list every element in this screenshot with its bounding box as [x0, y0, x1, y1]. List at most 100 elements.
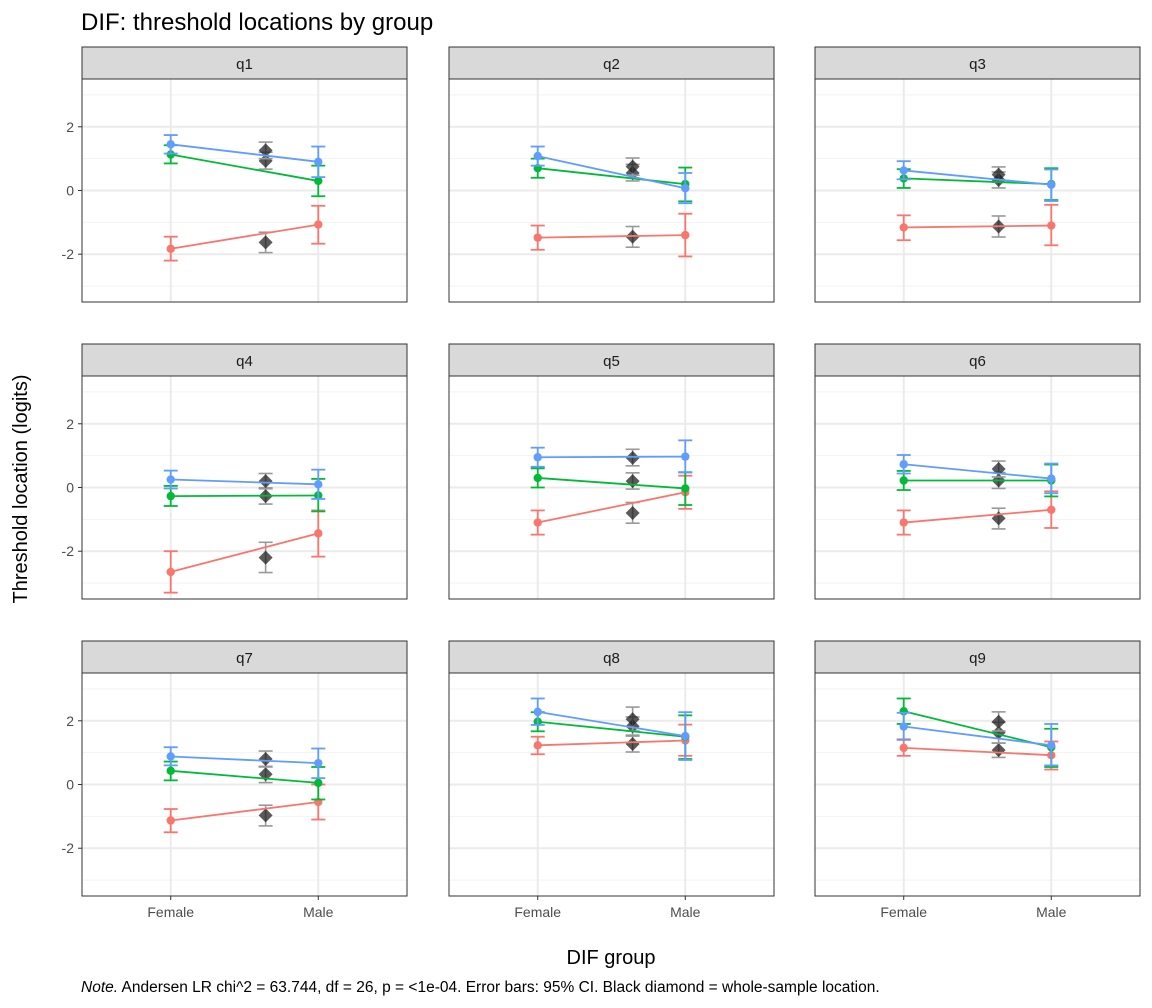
series-line [903, 224, 1052, 229]
facet-panel-q3: q3 [814, 46, 1141, 303]
series-line [170, 755, 319, 765]
overall-diamond [258, 143, 273, 158]
facet-panels: q1 2 0 -2 q2 q3 q4 2 0 -2 q5 q6 q7 2 0 -2 Female Male q8 Fe… [62, 46, 1141, 920]
overall-diamond [625, 712, 640, 727]
series-line [537, 710, 686, 737]
facet-strip-label: q8 [603, 650, 620, 667]
series-group [530, 212, 693, 258]
data-point [166, 816, 175, 825]
data-point [533, 473, 542, 483]
facet-strip-label: q7 [236, 650, 253, 667]
facet-strip [814, 640, 1141, 674]
data-point [1047, 221, 1056, 230]
series-line [903, 508, 1052, 524]
series-line [537, 720, 686, 738]
data-point [681, 184, 690, 193]
series-group [896, 160, 1059, 202]
data-point [166, 567, 175, 577]
series-line [537, 455, 686, 459]
series-line [170, 223, 319, 250]
overall-diamond [258, 153, 273, 168]
data-point [166, 475, 175, 484]
data-point [166, 752, 175, 761]
facet-strip-label: q4 [236, 353, 253, 370]
y-tick-label: -2 [62, 840, 75, 856]
facet-strip-label: q1 [236, 56, 253, 73]
data-point [681, 230, 690, 240]
series-group [896, 490, 1059, 536]
data-point [314, 758, 323, 768]
series-line [903, 463, 1052, 480]
gridlines [82, 79, 407, 302]
panel-border [448, 672, 775, 897]
gridlines [449, 673, 774, 896]
series-line [903, 746, 1052, 757]
facet-panel-q9: q9 Female Male [814, 640, 1141, 920]
series-line [170, 494, 319, 498]
series-group [896, 711, 1059, 767]
overall-diamond-group [258, 472, 273, 490]
overall-diamond [258, 474, 273, 489]
facet-panel-q8: q8 Female Male [448, 640, 775, 920]
series-group [530, 145, 693, 205]
overall-diamond [625, 505, 640, 520]
y-axis-title: Threshold location (logits) [10, 375, 32, 604]
data-point [166, 491, 175, 501]
facet-panel-q2: q2 [448, 46, 775, 303]
series-line [903, 725, 1052, 747]
overall-diamond [625, 450, 640, 465]
overall-diamond-group [258, 750, 273, 768]
series-group [163, 509, 326, 594]
chart-title: DIF: threshold locations by group [81, 9, 433, 36]
series-group [163, 746, 326, 780]
data-point [533, 741, 542, 750]
facet-strip-label: q2 [603, 56, 620, 73]
series-line [537, 739, 686, 747]
facet-strip [448, 343, 775, 377]
overall-diamond-group [625, 501, 640, 524]
gridlines [449, 79, 774, 302]
data-point [681, 731, 690, 741]
y-tick-label: -2 [62, 246, 75, 262]
x-tick-label: Female [147, 904, 194, 920]
x-tick-label: Male [670, 904, 701, 920]
facet-panel-q1: q1 2 0 -2 [62, 46, 408, 303]
data-point [314, 480, 323, 489]
series-line [170, 478, 319, 486]
series-line [170, 153, 319, 182]
x-tick-label: Female [880, 904, 927, 920]
data-point [166, 150, 175, 159]
facet-panel-q7: q7 2 0 -2 Female Male [62, 640, 408, 920]
series-line [537, 234, 686, 239]
data-point [533, 151, 542, 161]
data-point [166, 244, 175, 253]
facet-panel-q5: q5 [448, 343, 775, 600]
series-group [163, 134, 326, 179]
facet-strip [81, 46, 408, 80]
overall-diamond [258, 752, 273, 767]
facet-strip-label: q3 [969, 56, 986, 73]
series-line [170, 769, 319, 784]
data-point [899, 518, 908, 527]
data-point [533, 453, 542, 462]
overall-diamond-group [625, 735, 640, 753]
series-line [537, 167, 686, 186]
facet-panel-q6: q6 [814, 343, 1141, 600]
gridlines [815, 79, 1140, 302]
data-point [1047, 505, 1056, 514]
series-line [170, 801, 319, 822]
series-group [530, 697, 693, 761]
series-group [896, 203, 1059, 247]
overall-diamond [991, 167, 1006, 182]
y-tick-label: -2 [62, 543, 75, 559]
gridlines [82, 673, 407, 896]
facet-strip [81, 640, 408, 674]
data-point [899, 722, 908, 731]
y-tick-label: 2 [66, 416, 74, 432]
data-point [166, 766, 175, 776]
data-point [166, 140, 175, 149]
facet-strip [448, 640, 775, 674]
overall-diamond-group [258, 541, 273, 574]
overall-diamond [258, 808, 273, 823]
